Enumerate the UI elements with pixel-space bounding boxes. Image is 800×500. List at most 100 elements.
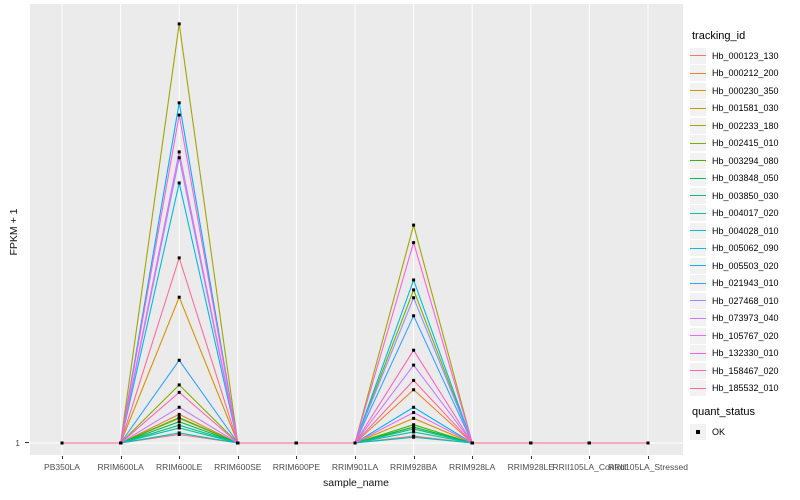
legend-title-tracking-id: tracking_id [692, 30, 746, 42]
legend-key-line-icon [690, 90, 706, 92]
legend-entry: Hb_004017_020 [690, 205, 798, 223]
data-point [646, 441, 650, 445]
data-point [412, 388, 416, 392]
data-point [529, 441, 533, 445]
legend-key [690, 292, 706, 309]
legend-entry-label: Hb_000230_350 [712, 85, 779, 96]
data-point [177, 383, 181, 387]
legend-key-line-icon [690, 142, 706, 144]
legend-entry: Hb_005062_090 [690, 240, 798, 258]
data-point [412, 278, 416, 282]
legend-entry-label: Hb_002233_180 [712, 120, 779, 131]
legend-key-line-icon [690, 107, 706, 109]
data-point [177, 156, 181, 160]
x-tick-label: RRIM600LA [97, 462, 144, 472]
legend-entry-label: Hb_000123_130 [712, 50, 779, 61]
x-tick-label: RRIM928LE [507, 462, 554, 472]
data-point [177, 358, 181, 362]
legend-key [690, 275, 706, 292]
x-tick-mark [355, 456, 356, 459]
data-point [119, 441, 123, 445]
x-tick-label: RRIM600PE [272, 462, 321, 472]
legend-entry-label: Hb_027468_010 [712, 295, 779, 306]
data-point [177, 113, 181, 117]
legend-entry-label: Hb_073973_040 [712, 313, 779, 324]
data-point [177, 390, 181, 394]
legend-entry: Hb_000123_130 [690, 47, 798, 65]
y-tick-label: 1 [15, 438, 20, 448]
legend-key-line-icon [690, 370, 706, 372]
legend-key [690, 135, 706, 152]
x-tick-mark [62, 456, 63, 459]
legend-key [690, 423, 706, 440]
x-tick-mark [120, 456, 122, 459]
data-point [177, 405, 181, 409]
data-point [412, 241, 416, 245]
legend-entry-label: OK [712, 426, 726, 437]
data-point [177, 426, 181, 430]
data-point [177, 431, 181, 435]
legend-entry-quant: OK [690, 423, 798, 441]
data-point [60, 441, 64, 445]
legend-entry-label: Hb_158467_020 [712, 365, 779, 376]
y-axis-title: FPKM + 1 [8, 208, 20, 256]
legend-key [690, 170, 706, 187]
legend-entries: Hb_000123_130 Hb_000212_200 Hb_000230_350 H… [690, 47, 798, 397]
data-point [177, 150, 181, 154]
data-point [177, 433, 181, 437]
legend-key-line-icon [690, 335, 706, 337]
legend-entry-label: Hb_005503_020 [712, 260, 779, 271]
legend-key [690, 65, 706, 82]
legend-entry-label: Hb_003850_030 [712, 190, 779, 201]
legend-key [690, 100, 706, 117]
legend: tracking_id Hb_000123_130 Hb_000212_200 Hb… [690, 30, 798, 441]
data-point [177, 420, 181, 424]
data-point [412, 288, 416, 292]
data-point [177, 295, 181, 299]
data-point [412, 411, 416, 415]
legend-key [690, 205, 706, 222]
data-point [177, 412, 181, 416]
x-tick-mark [530, 456, 532, 459]
legend-key-line-icon [690, 55, 706, 57]
data-point [587, 441, 591, 445]
x-tick-mark [179, 456, 181, 459]
data-point [177, 256, 181, 260]
x-tick-mark [648, 456, 649, 459]
legend-entry-label: Hb_002415_010 [712, 138, 779, 149]
data-point [412, 296, 416, 300]
legend-entry-label: Hb_000212_200 [712, 68, 779, 79]
data-point [177, 423, 181, 427]
legend-entry: Hb_001581_030 [690, 100, 798, 118]
x-tick-label: RRIM600SE [214, 462, 262, 472]
legend-title-quant-status: quant_status [692, 406, 755, 418]
panel-background [30, 4, 683, 455]
legend-key-line-icon [690, 317, 706, 319]
legend-entry: Hb_021943_010 [690, 275, 798, 293]
legend-key-line-icon [690, 282, 706, 284]
legend-entry-label: Hb_001581_030 [712, 103, 779, 114]
legend-key-line-icon [690, 300, 706, 302]
legend-entry: Hb_003848_050 [690, 170, 798, 188]
legend-entry: Hb_003294_080 [690, 152, 798, 170]
x-tick-label: RRIM901LA [331, 462, 379, 472]
x-tick-mark [589, 456, 591, 459]
legend-key [690, 380, 706, 397]
legend-entry-label: Hb_132330_010 [712, 348, 779, 359]
x-tick-mark [237, 456, 239, 459]
data-point [470, 441, 474, 445]
legend-key-line-icon [690, 387, 706, 389]
legend-key [690, 362, 706, 379]
legend-key [690, 257, 706, 274]
legend-key-line-icon [690, 177, 706, 179]
legend-entry: Hb_132330_010 [690, 345, 798, 363]
legend-entry: Hb_004028_010 [690, 222, 798, 240]
legend-entry: Hb_002233_180 [690, 117, 798, 135]
legend-entry: Hb_000230_350 [690, 82, 798, 100]
x-tick-mark [472, 456, 474, 459]
legend-entry: Hb_002415_010 [690, 135, 798, 153]
data-point [412, 223, 416, 227]
data-point [236, 441, 240, 445]
data-point [412, 427, 416, 431]
x-tick-label: PB350LA [44, 462, 80, 472]
